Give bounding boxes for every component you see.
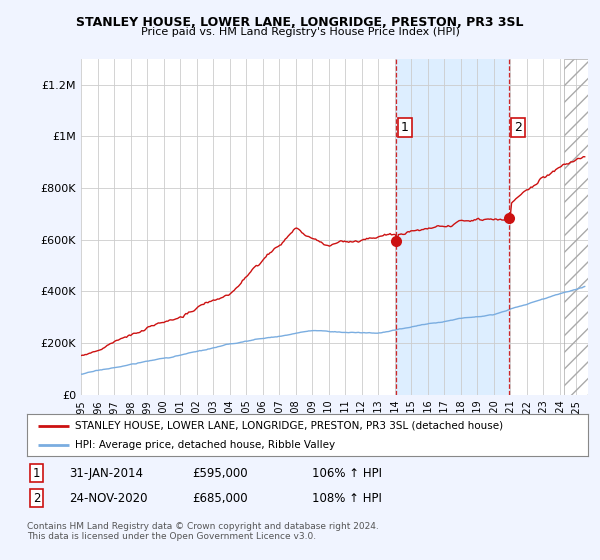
Text: 31-JAN-2014: 31-JAN-2014 (69, 466, 143, 480)
Text: £595,000: £595,000 (192, 466, 248, 480)
Text: 2: 2 (33, 492, 41, 505)
Text: 108% ↑ HPI: 108% ↑ HPI (312, 492, 382, 505)
Text: 2: 2 (514, 121, 522, 134)
Text: 106% ↑ HPI: 106% ↑ HPI (312, 466, 382, 480)
Text: STANLEY HOUSE, LOWER LANE, LONGRIDGE, PRESTON, PR3 3SL (detached house): STANLEY HOUSE, LOWER LANE, LONGRIDGE, PR… (74, 421, 503, 431)
Text: 1: 1 (33, 466, 41, 480)
Text: HPI: Average price, detached house, Ribble Valley: HPI: Average price, detached house, Ribb… (74, 440, 335, 450)
Bar (564, 59, 588, 395)
Text: 24-NOV-2020: 24-NOV-2020 (69, 492, 148, 505)
Text: Price paid vs. HM Land Registry's House Price Index (HPI): Price paid vs. HM Land Registry's House … (140, 27, 460, 37)
Text: £685,000: £685,000 (192, 492, 248, 505)
Text: Contains HM Land Registry data © Crown copyright and database right 2024.
This d: Contains HM Land Registry data © Crown c… (27, 522, 379, 542)
Text: 1: 1 (401, 121, 409, 134)
Text: STANLEY HOUSE, LOWER LANE, LONGRIDGE, PRESTON, PR3 3SL: STANLEY HOUSE, LOWER LANE, LONGRIDGE, PR… (76, 16, 524, 29)
Bar (564, 59, 588, 395)
Bar (396, 59, 509, 395)
